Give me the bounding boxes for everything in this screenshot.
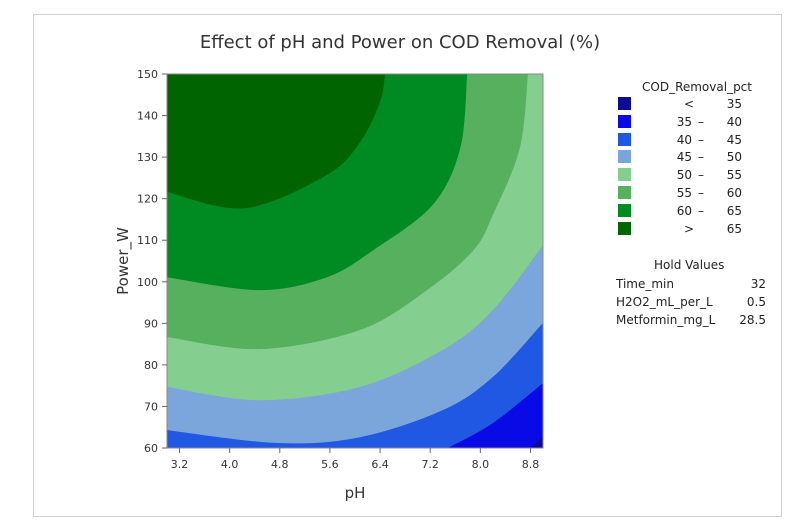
y-tick-label: 70 bbox=[144, 400, 158, 413]
legend-low: 45 bbox=[676, 150, 692, 165]
y-tick-label: 60 bbox=[144, 442, 158, 455]
legend-item: 60– 65 bbox=[618, 203, 758, 218]
legend-high: 55 bbox=[726, 168, 742, 183]
legend-item: >65 bbox=[618, 221, 758, 236]
legend-dash: – bbox=[698, 186, 704, 200]
y-tick-label: 140 bbox=[137, 110, 158, 123]
legend-swatch bbox=[618, 97, 631, 110]
legend-swatch bbox=[618, 114, 631, 128]
hold-value-name: Metformin_mg_L bbox=[616, 313, 716, 327]
x-tick-label: 6.4 bbox=[371, 458, 389, 471]
legend-item: 45– 50 bbox=[618, 150, 758, 164]
legend-high: 65 bbox=[726, 203, 742, 218]
hold-value: 28.5 bbox=[739, 313, 766, 327]
legend-low: 35 bbox=[676, 114, 692, 129]
legend-swatch bbox=[618, 221, 631, 235]
legend-dash: – bbox=[698, 114, 704, 129]
legend-swatch bbox=[618, 186, 631, 199]
legend-dash: – bbox=[698, 132, 704, 147]
legend-item: 40– 45 bbox=[618, 132, 758, 147]
legend-high: 45 bbox=[726, 132, 742, 147]
x-tick-label: 4.0 bbox=[221, 458, 239, 471]
hold-value-row: Metformin_mg_L 28.5 bbox=[616, 313, 766, 327]
chart-title: Effect of pH and Power on COD Removal (%… bbox=[199, 32, 601, 53]
legend-item: 50– 55 bbox=[618, 168, 758, 182]
legend-low: 55 bbox=[676, 186, 692, 200]
contour-band-above-65 bbox=[167, 74, 386, 209]
x-tick-label: 7.2 bbox=[421, 458, 439, 471]
legend-low: 40 bbox=[676, 132, 692, 147]
x-tick-label: 8.0 bbox=[472, 458, 490, 471]
hold-value: 0.5 bbox=[746, 295, 766, 309]
legend-low: 60 bbox=[676, 203, 692, 218]
x-tick-label: 8.8 bbox=[522, 458, 540, 471]
y-tick-label: 150 bbox=[137, 68, 158, 81]
legend-symbol: < bbox=[684, 97, 695, 111]
legend-dash: – bbox=[698, 150, 704, 165]
y-axis-label: Power_W bbox=[114, 227, 133, 295]
x-axis-label: pH bbox=[345, 484, 366, 502]
legend-item: 55– 60 bbox=[618, 186, 758, 200]
y-tick-label: 100 bbox=[137, 276, 158, 289]
hold-value-name: Time_min bbox=[616, 277, 674, 291]
legend-dash: – bbox=[698, 168, 704, 183]
hold-value: 32 bbox=[750, 277, 766, 291]
legend-high: 60 bbox=[726, 186, 742, 200]
legend-swatch bbox=[618, 132, 631, 146]
legend-high: 65 bbox=[726, 221, 742, 236]
hold-value-name: H2O2_mL_per_L bbox=[616, 295, 713, 309]
legend-title: COD_Removal_pct bbox=[642, 80, 752, 94]
legend-swatch bbox=[618, 203, 631, 217]
hold-value-row: Time_min 32 bbox=[616, 277, 766, 291]
legend-swatch bbox=[618, 168, 631, 182]
plot-border bbox=[166, 73, 544, 449]
x-tick-label: 3.2 bbox=[171, 458, 189, 471]
legend-item: 35– 40 bbox=[618, 114, 758, 129]
legend-high: 40 bbox=[726, 114, 742, 129]
hold-value-row: H2O2_mL_per_L 0.5 bbox=[616, 295, 766, 309]
legend-high: 35 bbox=[726, 97, 742, 111]
y-tick-label: 90 bbox=[144, 317, 158, 330]
legend-dash: – bbox=[698, 203, 704, 218]
legend-symbol: > bbox=[684, 221, 695, 236]
legend-swatch bbox=[618, 150, 631, 164]
legend-item: <35 bbox=[618, 97, 758, 111]
legend-high: 50 bbox=[726, 150, 742, 165]
x-tick-label: 5.6 bbox=[321, 458, 339, 471]
y-tick-label: 130 bbox=[137, 151, 158, 164]
hold-values-title: Hold Values bbox=[654, 258, 725, 272]
y-tick-label: 120 bbox=[137, 193, 158, 206]
legend-low: 50 bbox=[676, 168, 692, 183]
y-tick-label: 80 bbox=[144, 359, 158, 372]
y-tick-label: 110 bbox=[137, 234, 158, 247]
chart-frame bbox=[33, 14, 782, 517]
x-tick-label: 4.8 bbox=[271, 458, 289, 471]
